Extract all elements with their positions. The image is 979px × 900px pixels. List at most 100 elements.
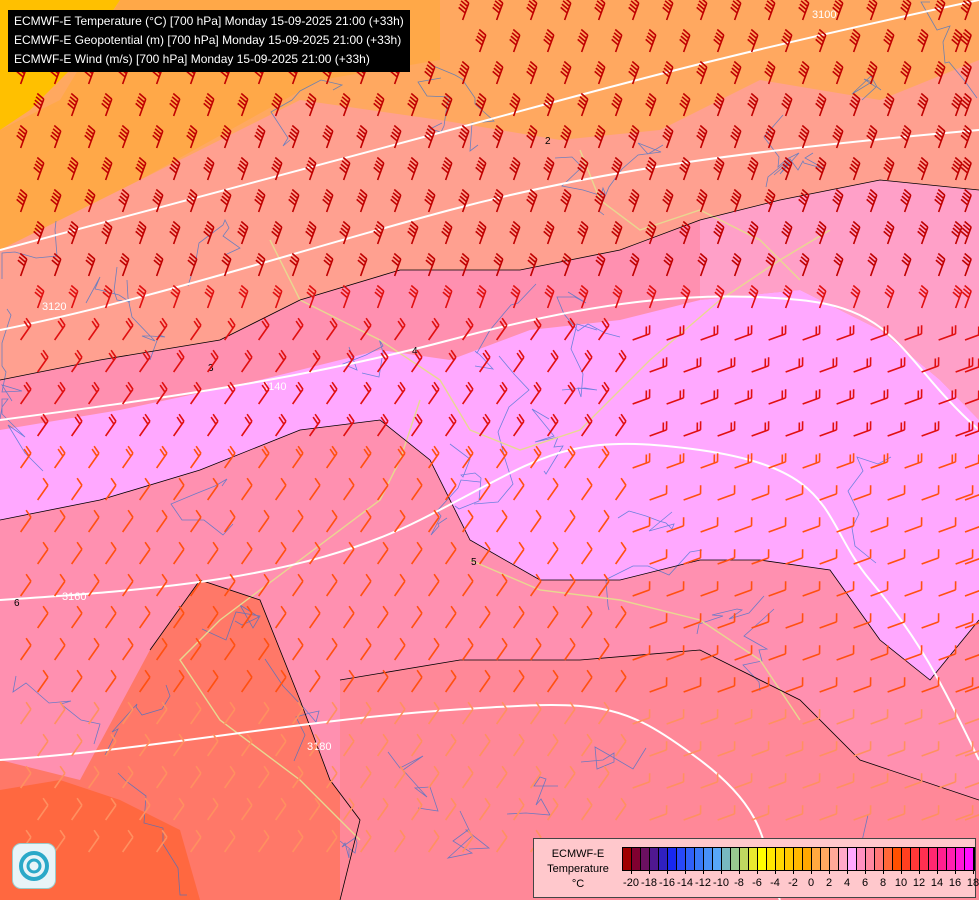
wind-barb — [560, 60, 572, 85]
river — [430, 479, 481, 536]
wind-barb — [220, 188, 232, 213]
river — [617, 510, 675, 532]
wind-barb — [478, 797, 491, 821]
wind-barb — [951, 156, 963, 181]
wind-barb — [951, 92, 963, 117]
wind-barb — [444, 605, 457, 629]
wind-barb — [649, 741, 668, 757]
wind-barb — [495, 573, 508, 597]
wind-barb — [921, 741, 940, 757]
wind-barb — [632, 773, 651, 789]
wind-barb — [325, 509, 338, 533]
wind-barb — [291, 573, 304, 597]
wind-barb — [36, 605, 49, 629]
wind-barb — [36, 669, 49, 693]
wind-barb — [68, 284, 79, 309]
wind-barb — [376, 349, 389, 373]
wind-barb — [853, 485, 872, 501]
wind-barb — [373, 156, 385, 181]
legend-tick-label: -16 — [659, 877, 675, 889]
wind-barb — [458, 124, 470, 149]
wind-barb — [819, 549, 838, 565]
wind-barb — [407, 92, 419, 117]
legend-swatch — [830, 848, 839, 870]
wind-barb — [917, 156, 929, 181]
wind-barb — [679, 92, 691, 117]
wind-barb — [563, 765, 576, 789]
legend-swatch — [632, 848, 641, 870]
river — [270, 79, 344, 147]
wind-barb — [16, 188, 28, 213]
wind-barb — [836, 325, 855, 341]
wind-barb — [798, 124, 810, 149]
wind-barb — [36, 413, 49, 437]
wind-barb — [441, 156, 453, 181]
wind-barb — [546, 669, 559, 693]
title-wind: ECMWF-E Wind (m/s) [700 hPa] Monday 15-0… — [14, 52, 370, 66]
wind-barb — [580, 541, 593, 565]
river — [449, 443, 482, 510]
wind-barb — [594, 124, 606, 149]
wind-barb — [700, 773, 719, 789]
wind-barb — [274, 605, 287, 629]
wind-barb — [70, 669, 83, 693]
wind-barb — [546, 797, 559, 821]
wind-barb — [717, 805, 736, 821]
wind-barb — [240, 349, 253, 373]
wind-barb — [492, 188, 504, 213]
legend-swatch — [758, 848, 767, 870]
wind-barb — [921, 613, 940, 629]
legend-ticks: -20 -18 -16 -14 -12 -10 -8 -6 -4 -2 0 2 4 6 8 10 12 14 16 1… — [622, 870, 979, 890]
wind-barb — [611, 156, 623, 181]
legend-tick — [973, 870, 974, 874]
wind-barb — [70, 605, 83, 629]
river — [1, 308, 23, 402]
wind-barb — [155, 509, 168, 533]
wind-barb — [938, 389, 957, 405]
wind-barb — [964, 613, 979, 629]
wind-barb — [768, 581, 787, 597]
wind-barb — [104, 733, 117, 757]
wind-barb — [815, 220, 827, 245]
geopotential-line — [0, 129, 979, 331]
wind-barb — [960, 124, 972, 149]
wind-barb — [527, 252, 538, 277]
wind-barb — [206, 413, 219, 437]
wind-barb — [700, 325, 719, 341]
wind-barb — [785, 613, 804, 629]
wind-barb — [713, 92, 725, 117]
wind-barb — [322, 124, 334, 149]
wind-barb — [938, 645, 957, 661]
wind-barb — [849, 156, 861, 181]
wind-barb — [186, 124, 198, 149]
wind-barb — [393, 317, 406, 341]
wind-barb — [152, 188, 164, 213]
wind-barb — [802, 645, 821, 661]
wind-barb — [628, 188, 640, 213]
wind-barb — [544, 284, 555, 309]
wind-barb — [649, 805, 668, 821]
wind-barb — [87, 829, 100, 853]
wind-barb — [934, 188, 946, 213]
wind-barb — [237, 220, 249, 245]
wind-barb — [866, 60, 878, 85]
wind-barb — [649, 421, 668, 437]
wind-barb — [393, 637, 406, 661]
wind-barb — [853, 613, 872, 629]
legend-tick-label: 8 — [879, 877, 887, 889]
wind-barb — [221, 252, 232, 277]
river — [104, 684, 171, 756]
wind-barb — [186, 188, 198, 213]
wind-barb — [632, 517, 651, 533]
wind-barb — [870, 517, 889, 533]
wind-barb — [887, 805, 906, 821]
legend-swatch — [767, 848, 776, 870]
wind-barb — [680, 284, 691, 309]
wind-barb — [666, 453, 685, 469]
wind-barb — [441, 220, 453, 245]
wind-barb — [836, 645, 855, 661]
wind-barb — [390, 124, 402, 149]
wind-barb — [543, 156, 555, 181]
wind-barb — [649, 549, 668, 565]
wind-barb — [85, 252, 96, 277]
